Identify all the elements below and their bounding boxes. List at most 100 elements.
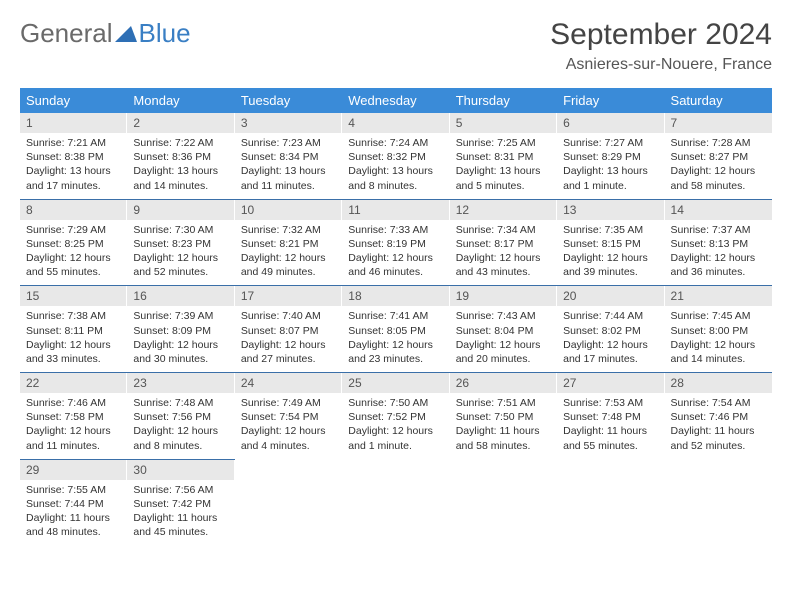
day-number: 26 — [450, 373, 557, 393]
month-title: September 2024 — [550, 18, 772, 52]
day-line-sunrise: Sunrise: 7:55 AM — [26, 483, 121, 497]
day-line-sunrise: Sunrise: 7:40 AM — [241, 309, 336, 323]
day-line-sunrise: Sunrise: 7:48 AM — [133, 396, 228, 410]
calendar-day-cell: .. — [342, 459, 449, 545]
day-number: 25 — [342, 373, 449, 393]
calendar-day-cell: 28Sunrise: 7:54 AMSunset: 7:46 PMDayligh… — [665, 373, 772, 460]
day-details: Sunrise: 7:41 AMSunset: 8:05 PMDaylight:… — [342, 306, 449, 372]
day-number: 5 — [450, 113, 557, 133]
day-line-daylight2: and 4 minutes. — [241, 439, 336, 453]
day-line-daylight2: and 43 minutes. — [456, 265, 551, 279]
day-line-sunset: Sunset: 8:17 PM — [456, 237, 551, 251]
day-line-sunset: Sunset: 8:00 PM — [671, 324, 766, 338]
calendar-day-cell: 3Sunrise: 7:23 AMSunset: 8:34 PMDaylight… — [235, 113, 342, 199]
day-line-sunrise: Sunrise: 7:45 AM — [671, 309, 766, 323]
day-number: 1 — [20, 113, 127, 133]
dayhead-thursday: Thursday — [450, 88, 557, 113]
day-number: 17 — [235, 286, 342, 306]
day-line-sunset: Sunset: 7:56 PM — [133, 410, 228, 424]
day-number: 2 — [127, 113, 234, 133]
brand-logo: General Blue — [20, 18, 191, 49]
location-text: Asnieres-sur-Nouere, France — [550, 56, 772, 74]
day-line-daylight2: and 36 minutes. — [671, 265, 766, 279]
calendar-day-cell: .. — [450, 459, 557, 545]
day-line-sunset: Sunset: 8:32 PM — [348, 150, 443, 164]
calendar-day-cell: 14Sunrise: 7:37 AMSunset: 8:13 PMDayligh… — [665, 199, 772, 286]
calendar-day-cell: 6Sunrise: 7:27 AMSunset: 8:29 PMDaylight… — [557, 113, 664, 199]
day-line-sunset: Sunset: 8:05 PM — [348, 324, 443, 338]
day-number: 18 — [342, 286, 449, 306]
day-details: Sunrise: 7:40 AMSunset: 8:07 PMDaylight:… — [235, 306, 342, 372]
day-line-daylight2: and 27 minutes. — [241, 352, 336, 366]
day-details: Sunrise: 7:49 AMSunset: 7:54 PMDaylight:… — [235, 393, 342, 459]
day-line-daylight1: Daylight: 13 hours — [563, 164, 658, 178]
day-line-sunrise: Sunrise: 7:23 AM — [241, 136, 336, 150]
calendar-day-cell: 1Sunrise: 7:21 AMSunset: 8:38 PMDaylight… — [20, 113, 127, 199]
day-details: Sunrise: 7:55 AMSunset: 7:44 PMDaylight:… — [20, 480, 127, 546]
day-line-daylight1: Daylight: 12 hours — [456, 251, 551, 265]
day-line-sunrise: Sunrise: 7:22 AM — [133, 136, 228, 150]
day-line-sunset: Sunset: 8:21 PM — [241, 237, 336, 251]
day-line-daylight2: and 52 minutes. — [671, 439, 766, 453]
calendar-day-cell: 18Sunrise: 7:41 AMSunset: 8:05 PMDayligh… — [342, 286, 449, 373]
day-line-daylight1: Daylight: 12 hours — [133, 251, 228, 265]
day-line-daylight1: Daylight: 12 hours — [348, 424, 443, 438]
day-line-daylight2: and 39 minutes. — [563, 265, 658, 279]
day-line-daylight2: and 30 minutes. — [133, 352, 228, 366]
day-line-sunrise: Sunrise: 7:49 AM — [241, 396, 336, 410]
dayhead-sunday: Sunday — [20, 88, 127, 113]
day-details: Sunrise: 7:27 AMSunset: 8:29 PMDaylight:… — [557, 133, 664, 199]
day-line-daylight1: Daylight: 12 hours — [671, 251, 766, 265]
day-number: 22 — [20, 373, 127, 393]
day-line-sunset: Sunset: 8:23 PM — [133, 237, 228, 251]
day-details: Sunrise: 7:29 AMSunset: 8:25 PMDaylight:… — [20, 220, 127, 286]
day-line-daylight1: Daylight: 13 hours — [133, 164, 228, 178]
day-details: Sunrise: 7:25 AMSunset: 8:31 PMDaylight:… — [450, 133, 557, 199]
day-line-sunrise: Sunrise: 7:29 AM — [26, 223, 121, 237]
day-line-sunrise: Sunrise: 7:28 AM — [671, 136, 766, 150]
calendar-week-row: 8Sunrise: 7:29 AMSunset: 8:25 PMDaylight… — [20, 199, 772, 286]
day-number: 6 — [557, 113, 664, 133]
day-line-sunrise: Sunrise: 7:39 AM — [133, 309, 228, 323]
calendar-day-cell: 23Sunrise: 7:48 AMSunset: 7:56 PMDayligh… — [127, 373, 234, 460]
day-details: Sunrise: 7:22 AMSunset: 8:36 PMDaylight:… — [127, 133, 234, 199]
day-line-daylight1: Daylight: 12 hours — [133, 424, 228, 438]
day-line-sunset: Sunset: 8:27 PM — [671, 150, 766, 164]
day-line-daylight2: and 5 minutes. — [456, 179, 551, 193]
day-line-daylight2: and 11 minutes. — [26, 439, 121, 453]
calendar-day-cell: 13Sunrise: 7:35 AMSunset: 8:15 PMDayligh… — [557, 199, 664, 286]
day-header-row: Sunday Monday Tuesday Wednesday Thursday… — [20, 88, 772, 113]
day-line-daylight1: Daylight: 13 hours — [348, 164, 443, 178]
day-line-daylight2: and 14 minutes. — [671, 352, 766, 366]
day-details: Sunrise: 7:43 AMSunset: 8:04 PMDaylight:… — [450, 306, 557, 372]
day-number: 8 — [20, 200, 127, 220]
day-number: 15 — [20, 286, 127, 306]
day-details: Sunrise: 7:44 AMSunset: 8:02 PMDaylight:… — [557, 306, 664, 372]
calendar-day-cell: 2Sunrise: 7:22 AMSunset: 8:36 PMDaylight… — [127, 113, 234, 199]
day-line-sunset: Sunset: 8:11 PM — [26, 324, 121, 338]
day-line-sunset: Sunset: 7:54 PM — [241, 410, 336, 424]
calendar-day-cell: 24Sunrise: 7:49 AMSunset: 7:54 PMDayligh… — [235, 373, 342, 460]
day-line-daylight2: and 52 minutes. — [133, 265, 228, 279]
calendar-day-cell: 9Sunrise: 7:30 AMSunset: 8:23 PMDaylight… — [127, 199, 234, 286]
day-details: Sunrise: 7:32 AMSunset: 8:21 PMDaylight:… — [235, 220, 342, 286]
day-line-sunset: Sunset: 7:52 PM — [348, 410, 443, 424]
calendar-table: Sunday Monday Tuesday Wednesday Thursday… — [20, 88, 772, 545]
calendar-day-cell: 4Sunrise: 7:24 AMSunset: 8:32 PMDaylight… — [342, 113, 449, 199]
day-line-daylight1: Daylight: 11 hours — [456, 424, 551, 438]
day-line-sunset: Sunset: 8:07 PM — [241, 324, 336, 338]
day-line-daylight2: and 45 minutes. — [133, 525, 228, 539]
day-number: 13 — [557, 200, 664, 220]
day-number: 27 — [557, 373, 664, 393]
day-line-daylight2: and 58 minutes. — [671, 179, 766, 193]
day-line-daylight2: and 1 minute. — [348, 439, 443, 453]
day-details: Sunrise: 7:21 AMSunset: 8:38 PMDaylight:… — [20, 133, 127, 199]
day-line-daylight1: Daylight: 11 hours — [563, 424, 658, 438]
day-line-sunset: Sunset: 7:48 PM — [563, 410, 658, 424]
day-line-sunrise: Sunrise: 7:54 AM — [671, 396, 766, 410]
day-line-daylight1: Daylight: 12 hours — [563, 338, 658, 352]
day-line-daylight1: Daylight: 12 hours — [133, 338, 228, 352]
day-line-sunset: Sunset: 7:44 PM — [26, 497, 121, 511]
day-line-daylight2: and 17 minutes. — [26, 179, 121, 193]
day-line-daylight1: Daylight: 12 hours — [671, 164, 766, 178]
